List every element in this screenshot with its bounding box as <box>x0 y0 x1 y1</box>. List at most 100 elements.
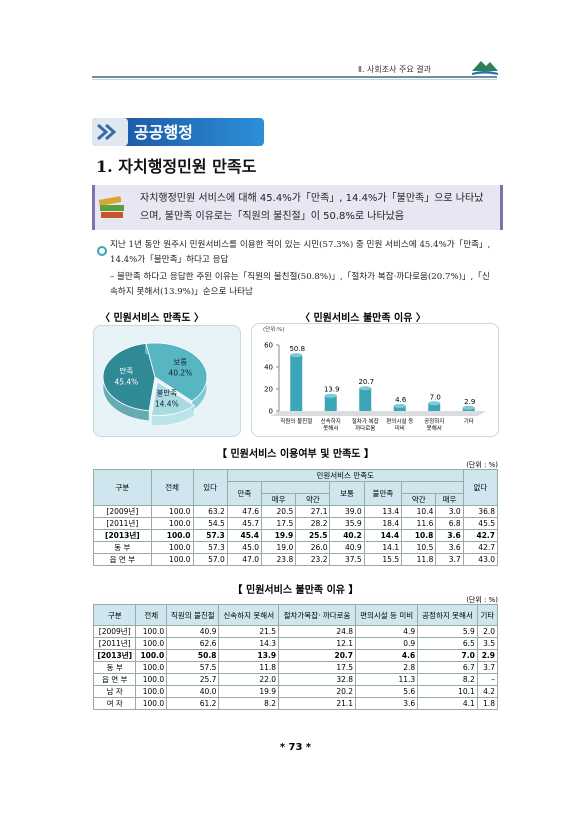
header-cell: 신속하지 못해서 <box>218 604 280 626</box>
table-cell: 25.7 <box>166 673 220 686</box>
header-cell: 만족 <box>226 481 263 506</box>
table-cell: 19.9 <box>260 529 297 542</box>
table-cell: 21.5 <box>218 625 280 638</box>
table-cell: 62.6 <box>166 637 220 650</box>
table-cell: 17.5 <box>260 517 297 530</box>
table-cell: 40.0 <box>166 685 220 698</box>
pie-value-label: 45.4% <box>114 378 138 387</box>
bar-value-label: 20.7 <box>358 378 374 386</box>
bar <box>393 405 406 411</box>
header-cell: 약간 <box>295 493 331 506</box>
table-cell: 2.9 <box>476 649 499 662</box>
x-tick-label: 직원의 불친절 <box>280 419 313 425</box>
table-cell: 4.2 <box>476 685 499 698</box>
table-cell: 3.6 <box>435 541 464 554</box>
table-cell: 10.5 <box>401 541 437 554</box>
table-cell: 2.0 <box>476 625 499 638</box>
table-cell: 5.9 <box>417 625 478 638</box>
table-cell: 45.7 <box>226 517 263 530</box>
table-row: [2013년] 100.0 50.8 13.9 20.7 4.6 7.0 2.9 <box>92 649 499 662</box>
header-cell: 직원의 불친절 <box>166 604 220 626</box>
summary-box <box>92 185 503 230</box>
table-cell: 읍 면 부 <box>93 553 152 566</box>
y-tick-label: 20 <box>264 386 273 394</box>
x-tick-label: 기타 <box>463 419 474 425</box>
table-cell: 7.0 <box>417 649 478 662</box>
table-cell: 28.2 <box>295 517 331 530</box>
table-cell: 61.2 <box>166 697 220 710</box>
table-cell: 여 자 <box>92 697 137 710</box>
table-cell: 100.0 <box>150 541 194 554</box>
table2: 구분 전체 직원의 불친절 신속하지 못해서 절차가복잡· 까다로움 편의시설 등 미비 공… <box>92 604 499 710</box>
bar-value-label: 7.0 <box>430 393 441 401</box>
bar-title: 〈 민원서비스 불만족 이유 〉 <box>300 313 426 324</box>
summary-icon <box>98 196 124 218</box>
table-cell: 43.0 <box>462 553 499 566</box>
bar-group <box>359 386 372 411</box>
table-cell: 39.0 <box>329 505 365 518</box>
bar <box>359 388 372 411</box>
table-cell: 3.6 <box>435 529 464 542</box>
table-cell: 14.4 <box>363 529 403 542</box>
table-row: [2009년] 100.0 63.2 47.6 20.5 27.1 39.0 13.4 10.4… <box>93 505 499 518</box>
table-cell: 3.6 <box>355 697 419 710</box>
table-cell: 20.2 <box>278 685 357 698</box>
table-cell: 36.8 <box>462 505 499 518</box>
bar-value-label: 2.9 <box>464 398 475 406</box>
bar-value-label: 50.8 <box>289 345 305 353</box>
bar-cap <box>359 386 372 391</box>
header-cell: 공정하지 못해서 <box>417 604 478 626</box>
table-cell: 100.0 <box>135 697 168 710</box>
table-cell: 100.0 <box>135 625 168 638</box>
bar-unit: (단위:%) <box>263 325 285 333</box>
table-cell: 22.0 <box>218 673 280 686</box>
pie-slice <box>150 380 196 417</box>
table-cell: 1.8 <box>476 697 499 710</box>
header-cell: 민원서비스 만족도 <box>226 469 464 482</box>
table-cell: 남 자 <box>92 685 137 698</box>
table-cell: 6.7 <box>417 661 478 674</box>
bar-chart: (단위:%) 0 20 40 60 50.8 13.9 20.7 4.6 7.0 2.9 <box>263 325 486 416</box>
table-cell: 2.8 <box>355 661 419 674</box>
table-cell: 100.0 <box>135 649 168 662</box>
table-cell: [2013년] <box>92 649 137 662</box>
table-cell: 11.8 <box>218 661 280 674</box>
pie-slice-group <box>150 380 196 426</box>
table-cell: [2009년] <box>92 625 137 638</box>
table-row: [2011년] 100.0 62.6 14.3 12.1 0.9 6.5 3.5 <box>92 637 499 650</box>
table-cell: 동 부 <box>92 661 137 674</box>
table-cell: 42.7 <box>462 529 499 542</box>
table-cell: 42.7 <box>462 541 499 554</box>
table-cell: 45.0 <box>226 541 263 554</box>
x-tick-label: 공정하지 못해서 <box>424 419 445 432</box>
table-cell: 12.1 <box>278 637 357 650</box>
bullet-icon <box>97 241 109 256</box>
table1: 구분 전체 있다 민원서비스 만족도 없다 만족 보통 불만족 매우 약간 약간… <box>93 469 499 566</box>
table-cell: 3.5 <box>476 637 499 650</box>
bar-group <box>462 405 475 411</box>
bar-group <box>290 353 303 411</box>
bullet: 지난 1년 동안 원주시 민원서비스를 이용한 적이 있는 시민(57.3%) … <box>110 240 491 265</box>
header-cell: 불만족 <box>363 481 403 506</box>
pie-slice-group <box>145 342 208 412</box>
header-title: Ⅱ. 사회조사 주요 결과 <box>358 65 431 74</box>
table-cell: 3.0 <box>435 505 464 518</box>
header-cell: 전체 <box>150 469 194 506</box>
bar-cap <box>324 393 337 398</box>
header-cell: 기타 <box>476 604 499 626</box>
table-row: 읍 면 부 100.0 57.0 47.0 23.8 23.2 37.5 15.5 11.8 3.… <box>93 553 499 566</box>
table1-title: 【 민원서비스 이용여부 및 만족도 】 <box>216 449 374 460</box>
table-cell: 4.6 <box>355 649 419 662</box>
table-cell: 25.5 <box>295 529 331 542</box>
table-cell: 11.6 <box>401 517 437 530</box>
pie-label: 만족 <box>120 367 134 376</box>
table-cell: 100.0 <box>135 637 168 650</box>
table-cell: 100.0 <box>150 529 194 542</box>
table-cell: 10.1 <box>417 685 478 698</box>
table-cell: 26.0 <box>295 541 331 554</box>
table-row: [2013년] 100.0 57.3 45.4 19.9 25.5 40.2 14.4 10.8… <box>93 529 499 542</box>
table-cell: 57.0 <box>192 553 228 566</box>
table-cell: 100.0 <box>150 505 194 518</box>
table-cell: 27.1 <box>295 505 331 518</box>
table-cell: 35.9 <box>329 517 365 530</box>
